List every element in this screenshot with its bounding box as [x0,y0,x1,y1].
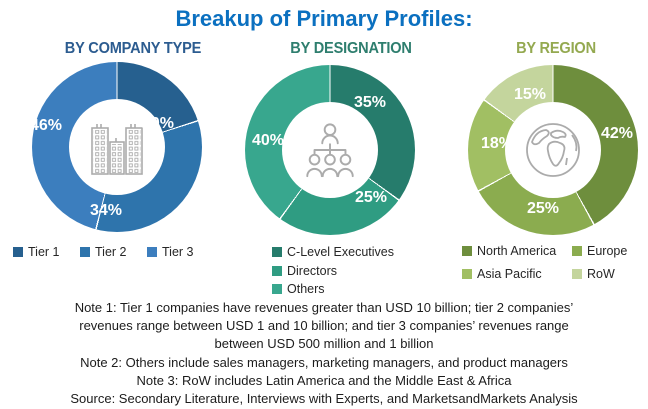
legend-item-asia-pacific: Asia Pacific [462,267,542,281]
note-2: Note 2: Others include sales managers, m… [80,354,568,370]
legend-label: C-Level Executives [287,245,394,259]
slice-label-clevel: 35% [353,94,387,111]
legend-item-clevel: C-Level Executives [272,245,394,259]
legend-swatch [147,247,157,257]
legend-label: Europe [587,244,628,258]
legend-item-tier3: Tier 3 [147,245,194,259]
slice-label-asia-pacific: 18% [480,135,514,152]
donut-chart-company-type [32,62,202,232]
legend-swatch [462,246,472,256]
globe-icon [526,123,580,177]
legend-label: RoW [587,267,615,281]
legend-label: Asia Pacific [477,267,542,281]
legend-item-directors: Directors [272,264,337,278]
donut-hole [505,102,601,198]
slice-label-tier2: 34% [89,202,123,219]
legend-swatch [272,284,282,294]
note-1-line-3: between USD 500 million and 1 billion [214,336,434,352]
donut-hole [282,102,378,198]
slice-label-tier3: 46% [29,117,63,134]
legend-item-europe: Europe [572,244,627,258]
donut-chart-designation [245,65,415,235]
donut-hole [69,99,165,195]
slice-label-tier1: 20% [141,115,175,132]
page-title: Breakup of Primary Profiles: [175,6,473,31]
legend-label: Others [287,282,325,296]
legend-item-row: RoW [572,267,615,281]
legend-swatch [572,246,582,256]
note-3: Note 3: RoW includes Latin America and t… [136,372,512,388]
chart-heading-company-type: BY COMPANY TYPE [64,40,202,57]
chart-heading-designation: BY DESIGNATION [290,40,412,57]
legend-swatch [272,247,282,257]
org-chart-icon [306,123,354,178]
buildings-icon [91,124,143,175]
slice-label-north-america: 42% [600,125,634,142]
donut-chart-region [468,65,638,235]
footnotes: Note 1: Tier 1 companies have revenues g… [0,299,648,408]
slice-label-directors: 25% [354,189,388,206]
legend-swatch [13,247,23,257]
legend-item-others: Others [272,282,325,296]
legend-swatch [80,247,90,257]
slice-label-europe: 25% [526,200,560,217]
legend-label: North America [477,244,557,258]
chart-heading-region: BY REGION [516,40,596,57]
note-1-line-1: Note 1: Tier 1 companies have revenues g… [74,300,574,315]
legend-swatch [272,266,282,276]
legend-item-tier2: Tier 2 [80,245,127,259]
slice-label-others: 40% [251,132,285,149]
legend-swatch [572,269,582,279]
note-1-line-2: revenues range between USD 1 and 10 bill… [79,318,569,334]
slice-label-row: 15% [513,86,547,103]
legend-label: Directors [287,264,338,278]
source-line: Source: Secondary Literature, Interviews… [70,391,578,407]
legend-item-north-america: North America [462,244,556,258]
legend-label: Tier 2 [95,245,127,259]
legend-item-tier1: Tier 1 [13,245,60,259]
legend-label: Tier 3 [162,245,194,259]
legend-label: Tier 1 [28,245,60,259]
legend-swatch [462,269,472,279]
